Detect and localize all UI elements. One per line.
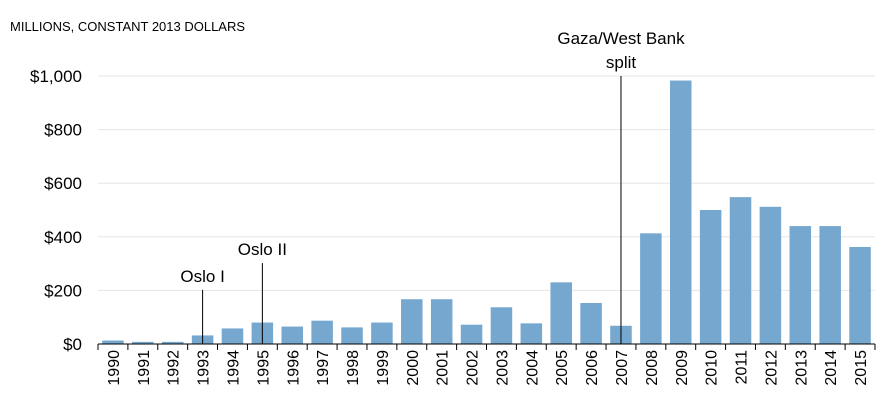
annotation-label: Oslo II	[238, 240, 287, 259]
x-tick-label: 2003	[494, 350, 511, 386]
bar	[640, 233, 662, 344]
bar	[759, 206, 782, 344]
bar	[371, 322, 393, 344]
bar	[311, 320, 333, 344]
bar	[460, 324, 483, 344]
bar	[102, 340, 124, 344]
bar	[221, 328, 244, 344]
x-tick-label: 1991	[136, 350, 153, 386]
x-tick-label: 1990	[106, 350, 123, 386]
bar	[281, 326, 304, 344]
bar	[819, 226, 841, 344]
x-tick-label: 1996	[285, 350, 302, 386]
x-tick-label: 2004	[524, 350, 541, 386]
x-tick-label: 2000	[405, 350, 422, 386]
x-tick-label: 1994	[225, 350, 242, 386]
bar	[401, 299, 423, 344]
annotation-label: split	[606, 53, 637, 72]
bar	[699, 210, 722, 344]
units-label: MILLIONS, CONSTANT 2013 DOLLARS	[10, 19, 245, 34]
bar	[789, 226, 812, 344]
x-tick-label: 2015	[853, 350, 870, 386]
x-tick-label: 2002	[465, 350, 482, 386]
bar	[550, 282, 572, 344]
annotations: Oslo I Oslo II Gaza/West Bank split	[180, 29, 685, 344]
x-tick-label: 1993	[196, 350, 213, 386]
x-tick-label: 2005	[554, 350, 571, 386]
y-tick-label: $400	[44, 228, 82, 247]
bar	[580, 302, 602, 344]
bar	[520, 323, 543, 344]
x-tick-label: 2007	[614, 350, 631, 386]
x-tick-label: 1999	[375, 350, 392, 386]
x-tick-label: 2009	[674, 350, 691, 386]
x-tick-label: 1997	[315, 350, 332, 386]
bar	[132, 341, 154, 344]
x-tick-label: 2001	[435, 350, 452, 386]
annotation-label: Gaza/West Bank	[557, 29, 685, 48]
y-tick-label: $0	[63, 335, 82, 354]
gridlines	[98, 75, 875, 291]
x-tick-label: 2010	[704, 350, 721, 386]
bar	[341, 327, 363, 344]
x-tick-label: 2012	[763, 350, 780, 386]
x-tick-label: 2008	[644, 350, 661, 386]
y-axis-ticks: $0 $200 $400 $600 $800 $1,000	[30, 67, 82, 354]
bar	[490, 307, 513, 344]
x-axis-ticks: 1990 1991 1992 1993 1994 1995 1996 1997 1998 1999…	[97, 344, 876, 386]
x-tick-label: 2014	[823, 350, 840, 386]
y-tick-label: $200	[44, 281, 82, 300]
bar	[729, 197, 752, 344]
x-tick-label: 2013	[793, 350, 810, 386]
y-tick-label: $600	[44, 174, 82, 193]
bars	[102, 80, 871, 344]
x-tick-label: 2011	[734, 350, 751, 385]
x-tick-label: 1998	[345, 350, 362, 386]
bar	[161, 341, 184, 344]
annotation-label: Oslo I	[180, 267, 224, 286]
x-tick-label: 1995	[255, 350, 272, 386]
x-tick-label: 1992	[166, 350, 183, 386]
bar	[669, 80, 692, 344]
y-tick-label: $800	[44, 121, 82, 140]
y-tick-label: $1,000	[30, 67, 82, 86]
x-tick-label: 2006	[584, 350, 601, 386]
bar	[849, 246, 871, 344]
bar	[430, 299, 453, 344]
